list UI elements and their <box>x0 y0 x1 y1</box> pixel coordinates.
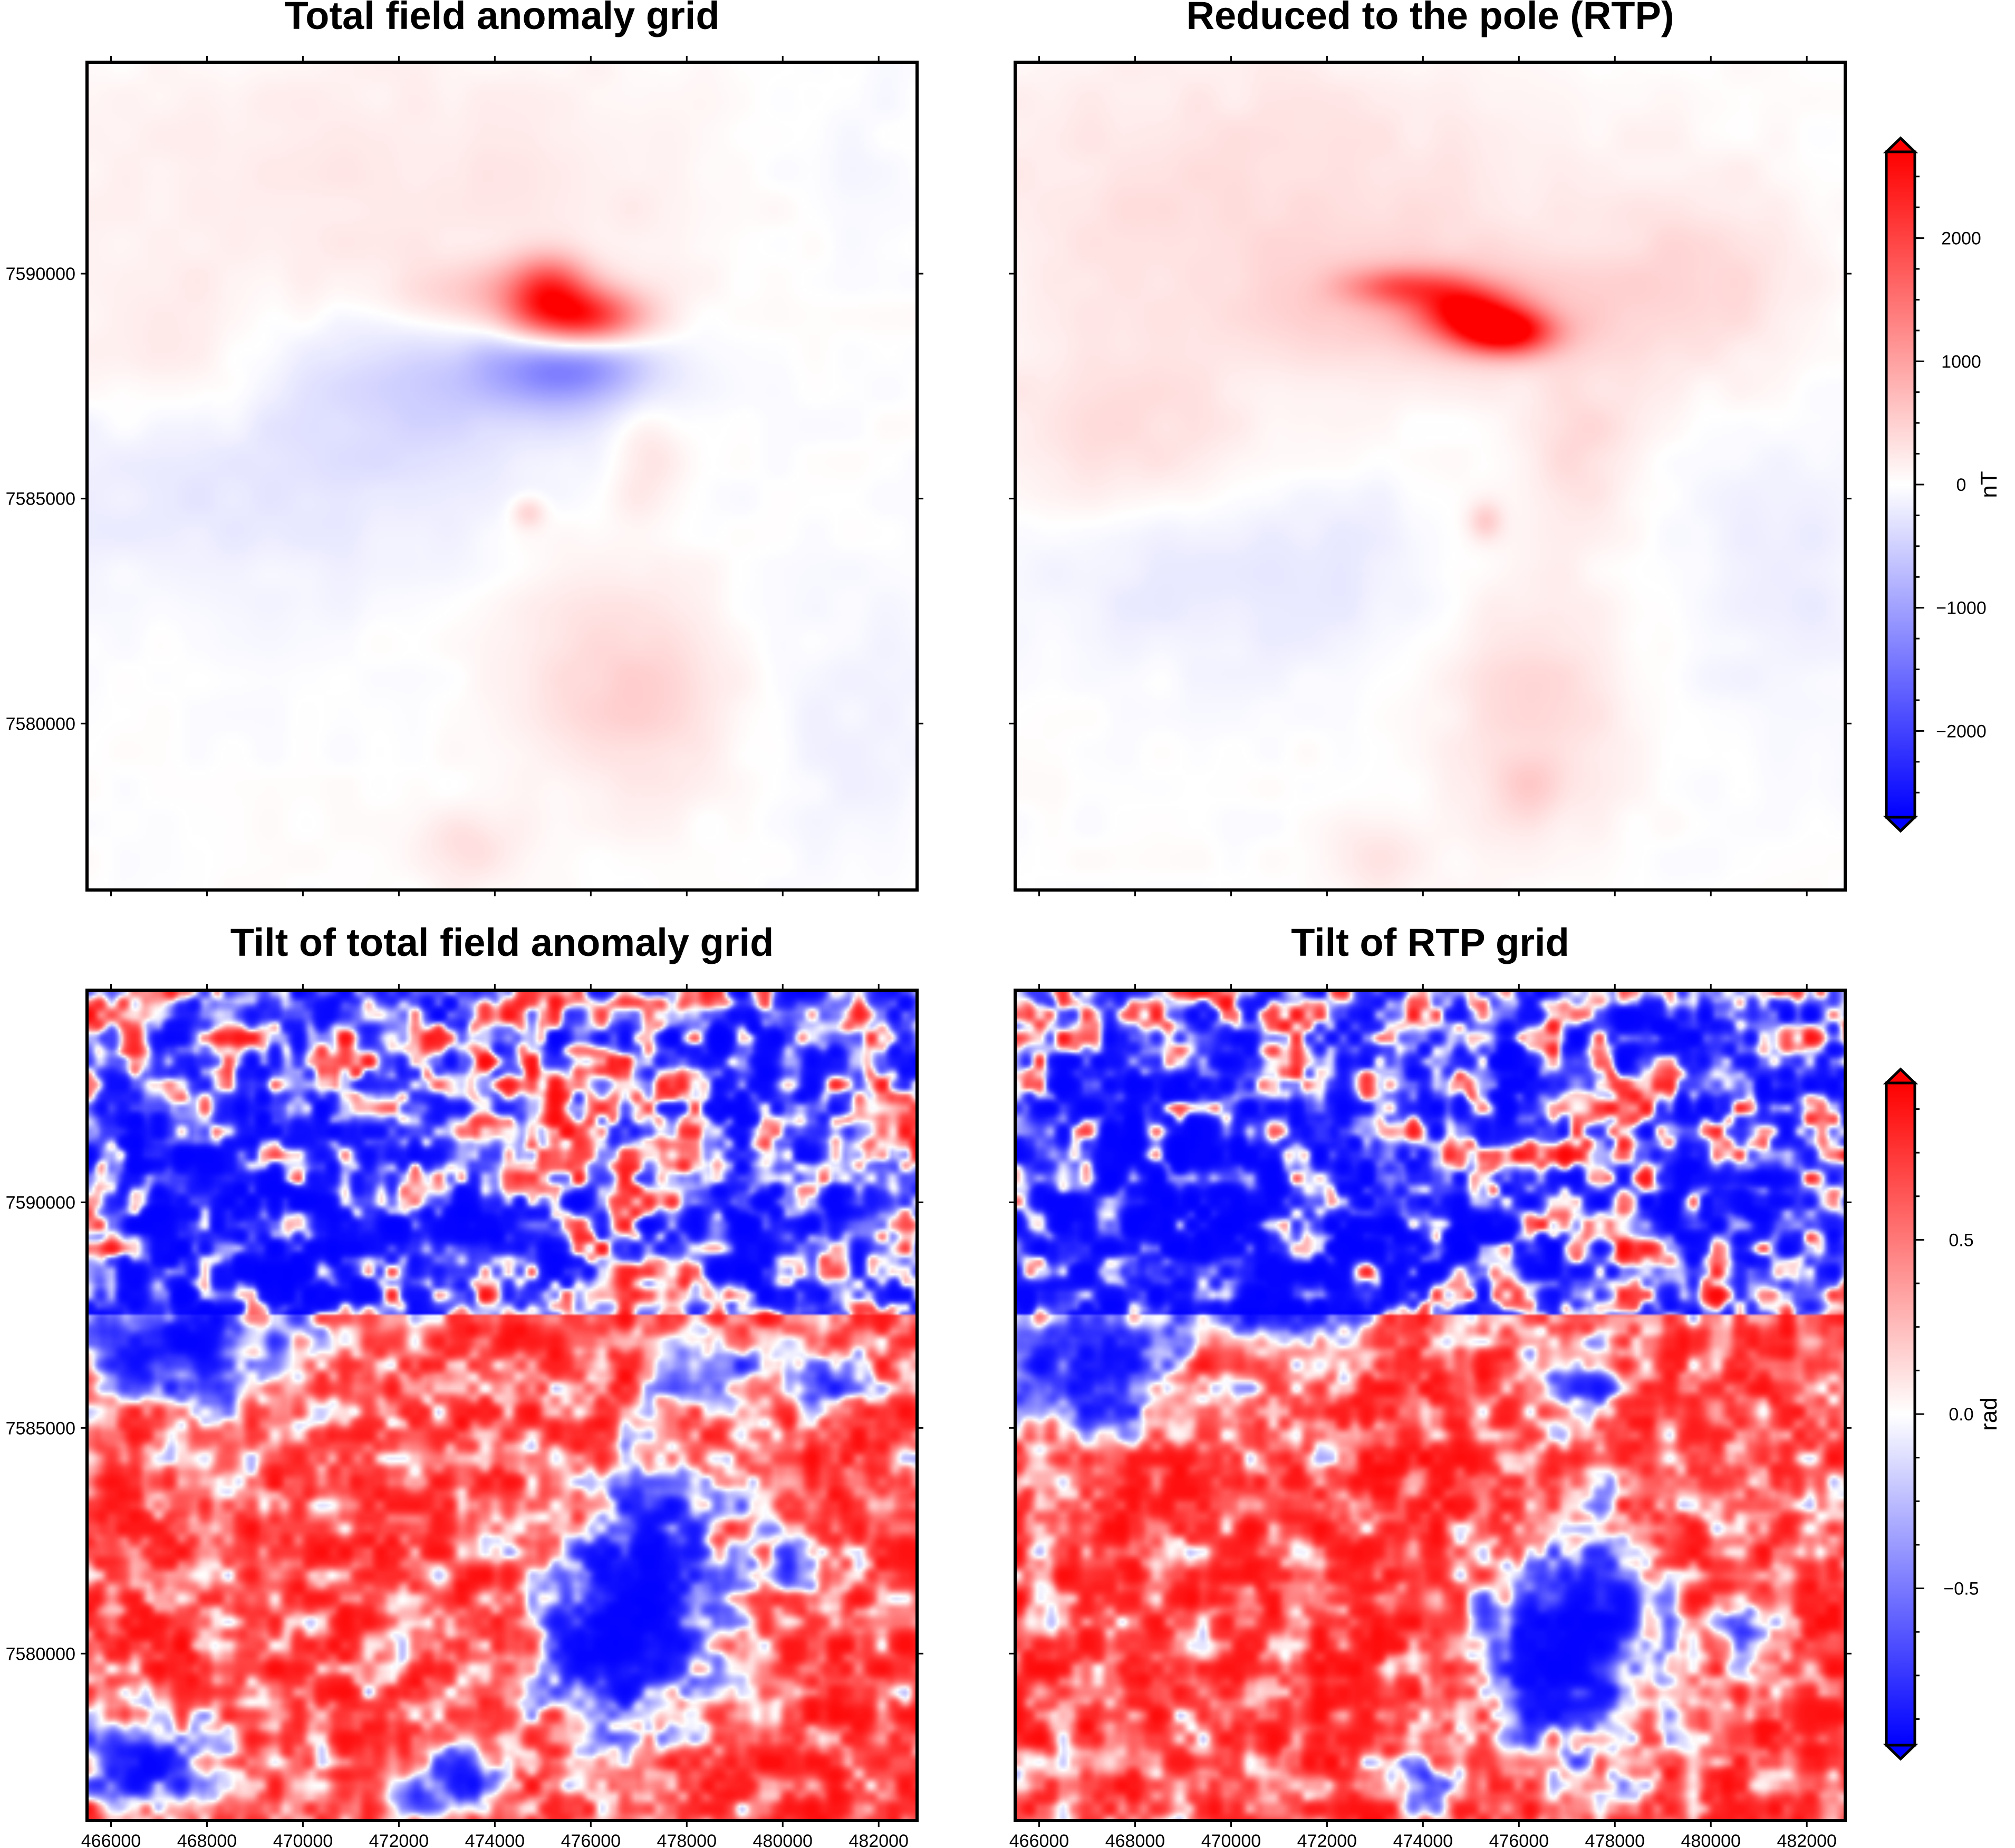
heatmap-image <box>1015 62 1845 890</box>
panel-title: Tilt of RTP grid <box>1291 921 1569 964</box>
x-tick-label: 476000 <box>561 1831 621 1848</box>
y-tick-label: 7585000 <box>6 489 75 509</box>
colorbar-gradient <box>1885 150 1916 819</box>
colorbar-ticks: −0.5 0.0 0.5 <box>1915 1108 1979 1720</box>
x-tick-label: 478000 <box>1585 1831 1645 1848</box>
x-tick-label: 468000 <box>177 1831 237 1848</box>
colorbar-tick-label: −2000 <box>1936 721 1987 741</box>
axis-ticks: 7580000 7585000 7590000 <box>6 56 923 896</box>
colorbar-ticks: −2000 −1000 0 1000 2000 <box>1915 176 1987 794</box>
x-tick-label: 470000 <box>1201 1831 1261 1848</box>
map-frame <box>85 989 919 1822</box>
x-tick-label: 466000 <box>1009 1831 1069 1848</box>
colorbar-label: nT <box>1976 471 2002 498</box>
y-tick-label: 7580000 <box>6 1644 75 1664</box>
y-tick-label: 7590000 <box>6 264 75 284</box>
panel-total-field: Total field anomaly grid 758000075850007… <box>6 0 923 896</box>
panel-title: Total field anomaly grid <box>284 0 719 37</box>
x-tick-label: 468000 <box>1105 1831 1165 1848</box>
panel-rtp: Reduced to the pole (RTP) <box>1009 0 1852 896</box>
x-tick-label: 474000 <box>1393 1831 1453 1848</box>
x-tick-label: 476000 <box>1489 1831 1549 1848</box>
colorbar-rad: −0.5 0.0 0.5 rad <box>1883 1067 2002 1761</box>
colorbar-max-triangle <box>1883 1067 1918 1085</box>
x-tick-label: 482000 <box>1777 1831 1836 1848</box>
colorbar-nt: −2000 −1000 0 1000 2000 nT <box>1883 136 2002 833</box>
colorbar-tick-label: 2000 <box>1941 229 1981 249</box>
map-frame <box>85 61 919 892</box>
panel-title: Reduced to the pole (RTP) <box>1187 0 1674 37</box>
axis-ticks: 466000 468000 470000 472000 474000 476000 4780… <box>6 984 923 1848</box>
x-tick-label: 472000 <box>1297 1831 1357 1848</box>
x-tick-label: 480000 <box>753 1831 813 1848</box>
y-tick-label: 7585000 <box>6 1418 75 1438</box>
colorbar-gradient <box>1885 1081 1916 1747</box>
axis-ticks: 466000 468000 470000 472000 474000 476000 4780… <box>1009 984 1852 1848</box>
x-tick-label: 478000 <box>657 1831 717 1848</box>
colorbar-min-triangle <box>1883 816 1918 833</box>
x-tick-label: 474000 <box>465 1831 525 1848</box>
colorbar-max-triangle <box>1883 136 1918 153</box>
map-frame <box>1014 61 1847 892</box>
colorbar-tick-label: 0.5 <box>1949 1230 1973 1250</box>
colorbar-min-triangle <box>1883 1744 1918 1761</box>
x-tick-label: 470000 <box>273 1831 333 1848</box>
colorbar-tick-label: −0.5 <box>1943 1579 1979 1599</box>
heatmap-image <box>1015 990 1845 1821</box>
colorbar-label: rad <box>1976 1397 2002 1431</box>
x-tick-label: 466000 <box>81 1831 141 1848</box>
x-tick-label: 472000 <box>369 1831 429 1848</box>
y-tick-label: 7580000 <box>6 714 75 734</box>
heatmap-image <box>87 990 917 1821</box>
heatmap-image <box>87 62 917 890</box>
x-tick-label: 480000 <box>1681 1831 1741 1848</box>
colorbar-tick-label: 1000 <box>1941 352 1981 372</box>
map-frame <box>1014 989 1847 1822</box>
y-tick-label: 7590000 <box>6 1193 75 1213</box>
colorbar-tick-label: 0 <box>1956 475 1966 495</box>
panel-tilt-rtp: Tilt of RTP grid 466000 468000 470000 47200… <box>1009 921 1852 1848</box>
panel-tilt-total-field: Tilt of total field anomaly grid 466000 4… <box>6 921 923 1848</box>
colorbar-tick-label: −1000 <box>1936 598 1987 618</box>
panel-title: Tilt of total field anomaly grid <box>230 921 774 964</box>
colorbar-tick-label: 0.0 <box>1949 1405 1973 1425</box>
x-tick-label: 482000 <box>849 1831 908 1848</box>
